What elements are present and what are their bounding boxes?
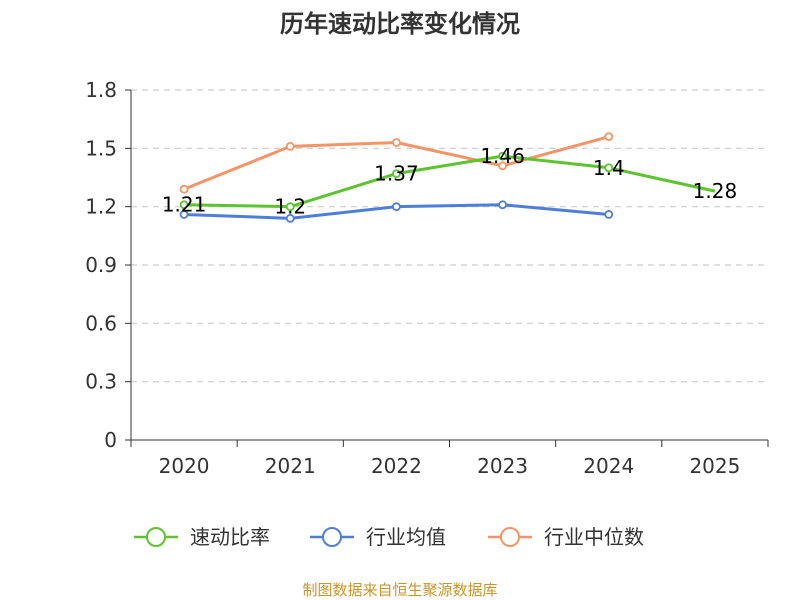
data-label: 1.21 [162, 193, 207, 217]
data-label: 1.28 [693, 179, 738, 203]
grid-lines [131, 89, 768, 383]
data-point[interactable] [498, 161, 507, 171]
series [179, 132, 716, 223]
data-point[interactable] [604, 210, 614, 219]
series-2 [179, 132, 614, 194]
legend-marker [322, 527, 342, 547]
data-point[interactable] [179, 210, 189, 219]
legend-label: 速动比率 [190, 525, 270, 549]
data-labels: 1.21 1.2 1.37 1.46 1.4 1.28 [162, 144, 737, 219]
y-tick-label: 1.8 [85, 78, 117, 102]
legend-label: 行业中位数 [544, 525, 644, 549]
chart-title: 历年速动比率变化情况 [280, 10, 520, 38]
legend-label: 行业均值 [366, 525, 446, 549]
legend-item[interactable]: 行业均值 [310, 525, 446, 549]
data-point[interactable] [392, 202, 401, 212]
x-tick-label: 2022 [371, 454, 422, 478]
y-tick-label: 0.6 [85, 311, 117, 335]
data-point[interactable] [285, 213, 295, 223]
series-line [184, 154, 716, 209]
x-tick-label: 2025 [689, 454, 740, 478]
x-tick-label: 2020 [159, 454, 210, 478]
axes: 0 0.3 0.6 0.9 1.2 1.5 1.8 2020 2021 2022 2023 2024 2… [85, 78, 769, 478]
legend: 速动比率 行业均值 行业中位数 [134, 525, 644, 549]
data-label: 1.37 [374, 162, 419, 186]
legend-item[interactable]: 速动比率 [134, 525, 270, 549]
legend-marker [146, 527, 166, 547]
data-label: 1.2 [274, 195, 306, 219]
data-label: 1.4 [593, 156, 625, 180]
series-0 [179, 151, 716, 212]
y-tick-label: 0.3 [85, 370, 117, 394]
x-tick-label: 2024 [583, 454, 634, 478]
data-point[interactable] [285, 141, 295, 151]
data-point[interactable] [285, 202, 295, 212]
y-tick-label: 0.9 [85, 253, 117, 277]
data-point[interactable] [392, 138, 401, 147]
legend-marker [500, 527, 520, 547]
data-point[interactable] [179, 184, 189, 194]
data-point[interactable] [179, 200, 189, 210]
series-1 [179, 200, 614, 223]
y-tick-label: 0 [104, 428, 117, 452]
y-tick-label: 1.2 [85, 195, 117, 219]
source-note: 制图数据来自恒生聚源数据库 [302, 581, 497, 599]
x-tick-label: 2021 [265, 454, 316, 478]
data-point[interactable] [392, 169, 401, 179]
legend-item[interactable]: 行业中位数 [488, 525, 644, 549]
data-point[interactable] [498, 200, 507, 210]
data-point[interactable] [604, 163, 614, 173]
data-point[interactable] [498, 151, 507, 161]
data-point[interactable] [604, 132, 614, 142]
data-label: 1.46 [480, 144, 525, 168]
y-tick-label: 1.5 [85, 136, 117, 160]
x-tick-label: 2023 [477, 454, 528, 478]
